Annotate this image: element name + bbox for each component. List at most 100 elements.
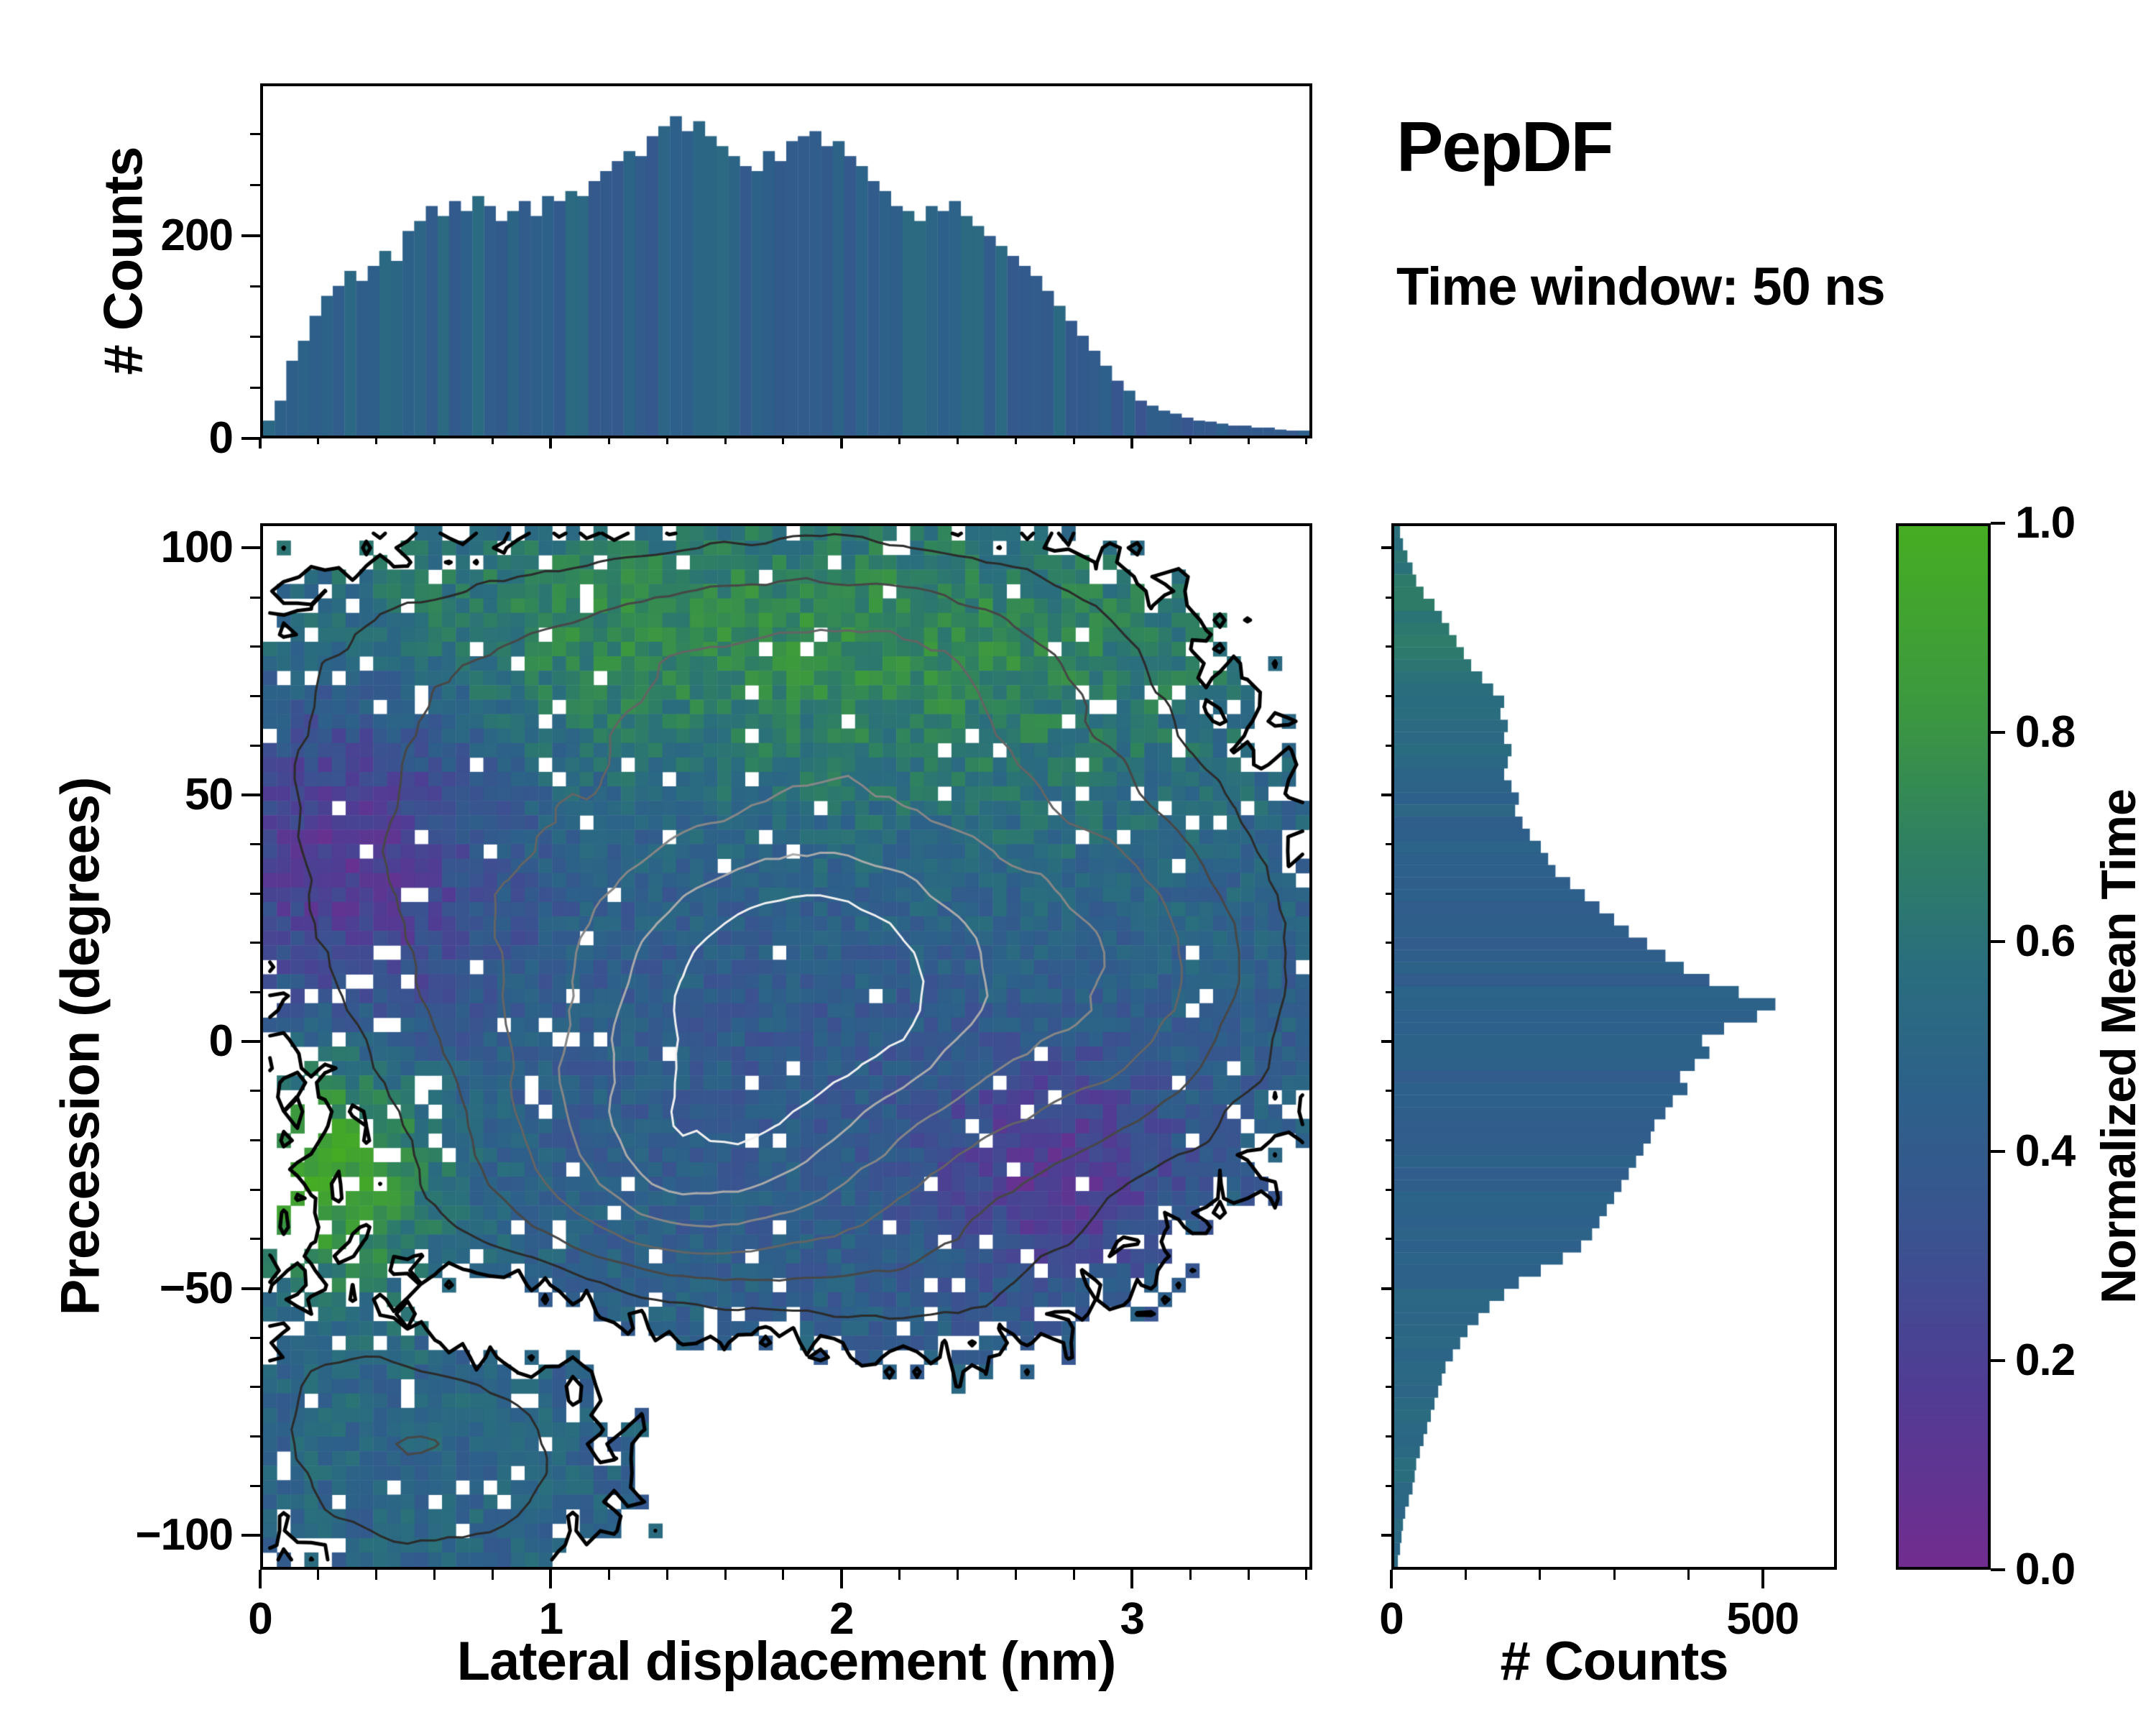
main-x-minor-tick [724,1570,727,1580]
righthist-y-minor-tick [1386,892,1391,895]
main-y-minor-tick [250,892,260,895]
main-x-minor-tick [957,1570,959,1580]
tophist-x-minor-tick [1305,438,1308,444]
righthist-x-minor-tick [1539,1570,1542,1580]
main-x-minor-tick [1247,1570,1250,1580]
top-histogram-canvas [263,86,1309,436]
main-x-tick-label: 0 [248,1594,272,1644]
colorbar-tick [1991,731,2005,735]
righthist-x-tick-label: 500 [1726,1594,1799,1644]
tophist-x-minor-tick [375,438,378,444]
righthist-y-minor-tick [1386,1138,1391,1141]
colorbar-tick-label: 0.8 [2015,707,2076,758]
main-y-minor-tick [250,942,260,944]
tophist-x-minor-tick [1189,438,1192,444]
main-x-minor-tick [1072,1570,1075,1580]
main-x-minor-tick [1305,1570,1308,1580]
main-x-minor-tick [433,1570,436,1580]
tophist-x-minor-tick [898,438,901,444]
righthist-y-major-tick [1381,1287,1391,1290]
colorbar-tick [1991,1149,2005,1153]
righthist-y-minor-tick [1386,694,1391,697]
main-y-major-tick [241,546,260,550]
main-x-minor-tick [607,1570,610,1580]
main-y-minor-tick [250,596,260,599]
tophist-x-minor-tick [492,438,494,444]
tophist-x-minor-tick [1247,438,1250,444]
righthist-y-minor-tick [1386,990,1391,993]
tophist-x-minor-tick [433,438,436,444]
main-y-minor-tick [250,1484,260,1487]
righthist-y-minor-tick [1386,645,1391,648]
righthist-y-minor-tick [1386,1336,1391,1339]
righthist-y-minor-tick [1386,1090,1391,1092]
colorbar-tick [1991,1358,2005,1362]
main-x-minor-tick [1014,1570,1017,1580]
main-y-tick-label: 100 [160,523,234,573]
colorbar-tick-label: 1.0 [2015,498,2076,548]
plot-title: PepDF [1396,107,1613,186]
colorbar-panel [1896,523,1991,1570]
colorbar-tick-label: 0.4 [2015,1126,2076,1176]
main-y-minor-tick [250,1090,260,1092]
heatmap-panel [260,523,1312,1570]
colorbar-tick [1991,522,2005,525]
tophist-y-minor-tick [250,183,260,186]
tophist-x-minor-tick [317,438,320,444]
righthist-y-minor-tick [1386,1386,1391,1389]
main-y-minor-tick [250,990,260,993]
main-y-minor-tick [250,744,260,747]
tophist-y-minor-tick [250,285,260,288]
main-x-tick-label: 2 [829,1594,854,1644]
righthist-y-minor-tick [1386,596,1391,599]
main-x-tick-label: 3 [1120,1594,1145,1644]
righthist-y-minor-tick [1386,744,1391,747]
colorbar-tick [1991,1568,2005,1571]
main-x-major-tick [259,1570,262,1588]
colorbar-tick [1991,940,2005,944]
righthist-y-minor-tick [1386,1435,1391,1438]
tophist-y-major-tick [241,234,260,237]
righthist-y-major-tick [1381,1040,1391,1044]
main-y-minor-tick [250,1336,260,1339]
main-x-minor-tick [492,1570,494,1580]
main-y-minor-tick [250,645,260,648]
colorbar-tick-label: 0.0 [2015,1545,2076,1594]
colorbar-canvas [1899,526,1988,1567]
tophist-x-minor-tick [957,438,959,444]
righthist-x-minor-tick [1687,1570,1690,1580]
main-x-minor-tick [782,1570,785,1580]
main-x-major-tick [839,1570,843,1588]
main-y-minor-tick [250,1435,260,1438]
top-hist-y-axis-label: # Counts [93,147,155,375]
main-y-tick-label: 50 [185,769,234,819]
tophist-x-major-tick [839,438,843,448]
tophist-x-minor-tick [1072,438,1075,444]
right-histogram-canvas [1394,526,1834,1567]
right-histogram-panel [1391,523,1837,1570]
righthist-y-major-tick [1381,1533,1391,1537]
main-x-major-tick [549,1570,553,1588]
tophist-y-minor-tick [250,133,260,136]
righthist-y-minor-tick [1386,842,1391,845]
main-y-minor-tick [250,1238,260,1241]
tophist-x-major-tick [259,438,262,448]
tophist-y-minor-tick [250,336,260,339]
right-hist-x-axis-label: # Counts [1500,1631,1728,1692]
main-x-minor-tick [898,1570,901,1580]
tophist-x-minor-tick [1014,438,1017,444]
righthist-x-minor-tick [1464,1570,1467,1580]
righthist-y-major-tick [1381,793,1391,796]
main-y-major-tick [241,1533,260,1537]
main-y-tick-label: 0 [208,1016,234,1067]
main-y-minor-tick [250,1386,260,1389]
time-window-annotation: Time window: 50 ns [1396,257,1886,316]
righthist-x-major-tick [1390,1570,1393,1588]
colorbar-tick-label: 0.2 [2015,1335,2076,1385]
righthist-x-tick-label: 0 [1379,1594,1404,1644]
tophist-y-major-tick [241,437,260,440]
main-x-minor-tick [375,1570,378,1580]
main-y-tick-label: −50 [159,1263,234,1313]
tophist-x-minor-tick [607,438,610,444]
